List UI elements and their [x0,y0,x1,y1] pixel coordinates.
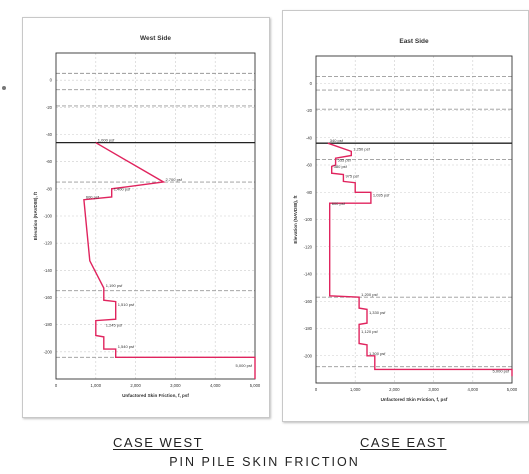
x-tick-label: 0 [55,383,58,388]
y-tick-label: 0 [50,78,53,83]
data-label: 1,035 psf [373,193,390,198]
y-axis-label: Elevation (NAVD88), ft [293,195,298,244]
y-tick-label: -20 [306,108,313,113]
data-label: 5,000 psf [493,368,510,373]
data-label: 1,000 psf [98,138,115,143]
data-label: 5,000 psf [236,363,253,368]
data-label: 1,400 psf [114,187,131,192]
y-tick-label: -120 [304,244,313,249]
x-tick-label: 2,000 [130,383,141,388]
data-label: 535 psf [338,157,352,162]
y-tick-label: -180 [304,326,313,331]
y-tick-label: -140 [304,272,313,277]
data-label: 1,190 psf [106,283,123,288]
chart-title: West Side [140,35,171,42]
x-tick-label: 5,000 [250,383,261,388]
skin-friction-profile-line [327,142,513,377]
y-tick-label: -80 [46,186,53,191]
data-label: 1,510 psf [118,302,135,307]
data-label: 1,540 psf [118,344,135,349]
skin-friction-profile-line [83,142,256,379]
plot-frame [55,52,256,380]
data-label: 380 psf [334,164,348,169]
x-tick-label: 1,000 [91,383,102,388]
margin-dot [2,86,6,90]
y-tick-label: -20 [46,105,53,110]
y-axis-label: Elevation (NAVD88), ft [33,191,38,240]
y-tick-label: -160 [304,299,313,304]
x-tick-label: 0 [315,387,318,392]
west-side-chart-panel: West Side 0 1,000 2,000 3,000 4,000 5,000 0 -20 -… [22,17,270,418]
data-label: 2,700 psf [165,177,182,182]
y-tick-label: -40 [46,132,53,137]
plot-frame [315,55,513,384]
y-tick-label: -180 [44,322,53,327]
caption-case-west: CASE WEST [113,435,204,450]
data-label: 600 psf [332,201,346,206]
x-tick-label: 5,000 [507,387,518,392]
chart-title: East Side [399,38,429,45]
data-label: 1,300 psf [369,351,386,356]
y-tick-label: -40 [306,135,313,140]
x-axis-label: Unfactored Skin Friction, f, psf [381,397,448,402]
y-tick-label: -140 [44,268,53,273]
y-tick-label: -120 [44,241,53,246]
y-tick-label: -100 [44,214,53,219]
data-label: 1,250 psf [353,146,370,151]
y-tick-label: -160 [44,295,53,300]
data-label: 1,245 psf [106,322,123,327]
data-label: 600 psf [86,195,100,200]
west-side-chart: West Side 0 1,000 2,000 3,000 4,000 5,000 0 -20 -… [33,35,261,398]
x-tick-label: 4,000 [210,383,221,388]
x-tick-label: 3,000 [428,387,439,392]
figure-title: PIN PILE SKIN FRICTION [169,455,360,469]
data-label: 1,330 psf [369,310,386,315]
y-tick-label: -60 [46,159,53,164]
data-label: 340 psf [330,138,344,143]
y-tick-label: 0 [310,81,313,86]
data-label: 1,200 psf [361,292,378,297]
x-tick-label: 1,000 [350,387,361,392]
east-side-chart: East Side 0 1,000 2,000 3,000 4,000 5,000 0 -20 -… [293,38,518,402]
caption-case-east: CASE EAST [360,435,447,450]
x-tick-label: 2,000 [389,387,400,392]
y-tick-label: -100 [304,217,313,222]
y-tick-label: -200 [44,349,53,354]
x-tick-label: 4,000 [468,387,479,392]
data-label: 975 psf [345,174,359,179]
east-side-chart-panel: East Side 0 1,000 2,000 3,000 4,000 5,000 0 -20 -… [282,10,529,422]
y-tick-label: -200 [304,353,313,358]
y-tick-label: -60 [306,163,313,168]
y-tick-label: -80 [306,190,313,195]
data-label: 1,120 psf [361,329,378,334]
x-tick-label: 3,000 [170,383,181,388]
x-axis-label: Unfactored Skin Friction, f, psf [122,393,189,398]
